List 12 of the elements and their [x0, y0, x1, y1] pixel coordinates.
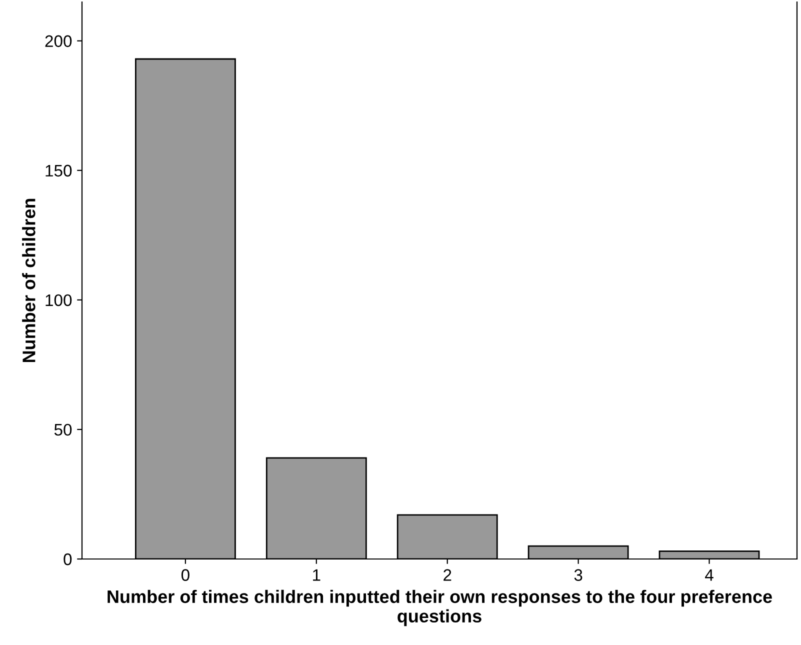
y-tick-label: 0 — [64, 553, 72, 566]
y-axis-title: Number of children — [22, 198, 36, 362]
x-tick-label: 1 — [313, 569, 320, 581]
x-tick-label: 3 — [574, 569, 582, 581]
y-tick-label: 50 — [54, 424, 72, 436]
x-tick-label: 0 — [181, 569, 190, 581]
x-axis-title: Number of times children inputted their own responses to the four preference questions — [108, 590, 772, 626]
y-tick-label: 200 — [45, 35, 72, 48]
x-tick-label: 4 — [705, 569, 714, 581]
y-tick-label: 150 — [46, 164, 72, 177]
y-tick-label: 100 — [46, 294, 72, 306]
x-tick-label: 2 — [444, 569, 452, 581]
